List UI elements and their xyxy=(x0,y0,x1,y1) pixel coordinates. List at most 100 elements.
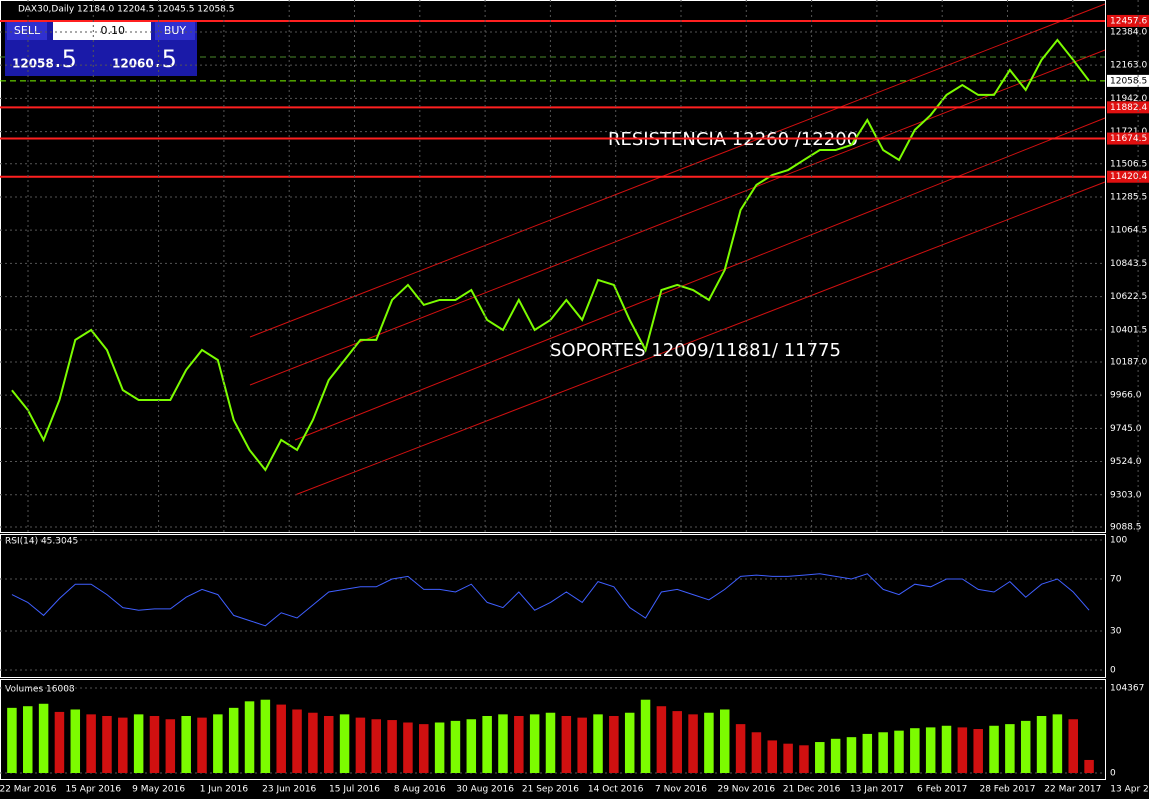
volume-bar xyxy=(799,745,809,773)
volume-title: Volumes 16008 xyxy=(5,685,75,695)
y-tick-label: 11942.0 xyxy=(1110,94,1147,104)
volume-bar xyxy=(624,712,635,773)
volume-bar xyxy=(925,727,936,773)
x-tick-label: 9 May 2016 xyxy=(132,785,185,795)
level-label: 11420.4 xyxy=(1110,172,1147,182)
buy-price: 12060 xyxy=(112,57,154,71)
volume-bar xyxy=(276,704,286,773)
rsi-panel xyxy=(0,534,1106,678)
volume-bar xyxy=(371,719,382,773)
y-tick-label: 0 xyxy=(1110,769,1116,779)
volume-bar xyxy=(545,712,556,773)
volume-bar xyxy=(957,727,968,773)
volume-bar xyxy=(419,724,429,773)
volume-bar xyxy=(656,706,667,773)
price-line xyxy=(11,38,1090,472)
sell-label[interactable]: SELL xyxy=(14,24,41,37)
volume-panel xyxy=(0,679,1106,780)
volume-bar xyxy=(244,701,255,773)
x-tick-label: 14 Oct 2016 xyxy=(588,785,644,795)
volume-bar xyxy=(133,714,144,773)
volume-bar xyxy=(498,714,508,773)
volume-bar xyxy=(1036,715,1047,773)
volume-bar xyxy=(910,728,920,773)
volume-bar xyxy=(878,732,888,773)
current-price-label: 12058.5 xyxy=(1110,76,1147,86)
y-tick-label: 11064.5 xyxy=(1110,226,1147,236)
sell-button[interactable] xyxy=(7,22,47,40)
y-tick-label: 9088.5 xyxy=(1110,522,1142,532)
x-tick-label: 28 Feb 2017 xyxy=(979,785,1035,795)
volume-bar xyxy=(862,733,873,773)
volume-bar xyxy=(609,715,619,773)
volume-bar xyxy=(70,709,81,773)
volume-bar xyxy=(846,737,857,773)
volume-bar xyxy=(830,738,841,773)
volume-bar xyxy=(1020,720,1031,773)
annotation: SOPORTES 12009/11881/ 11775 xyxy=(550,340,841,361)
volume-bar xyxy=(751,732,762,773)
volume-bar xyxy=(529,714,540,773)
y-tick-label: 9966.0 xyxy=(1110,391,1142,401)
x-tick-label: 13 Apr 2017 xyxy=(1110,785,1149,795)
sell-price: 12058 xyxy=(12,57,54,71)
volume-bar xyxy=(38,703,49,773)
y-tick-label: 100 xyxy=(1110,536,1127,546)
volume-bar xyxy=(941,725,952,773)
volume-bar xyxy=(1084,759,1094,773)
y-tick-label: 10843.5 xyxy=(1110,259,1147,269)
y-tick-label: 30 xyxy=(1110,627,1122,637)
volume-bar xyxy=(323,715,334,773)
sell-price-frac: .5 xyxy=(54,45,77,73)
level-label: 11882.4 xyxy=(1110,103,1147,113)
lot-value[interactable]: 0.10 xyxy=(101,24,126,37)
y-tick-label: 12163.0 xyxy=(1110,61,1147,71)
buy-label[interactable]: BUY xyxy=(164,24,187,37)
x-tick-label: 29 Nov 2016 xyxy=(717,785,775,795)
trade-panel: SELL 0.10 BUY 12058 .5 12060 .5 xyxy=(5,20,197,76)
volume-bar xyxy=(672,711,682,773)
y-tick-label: 10401.5 xyxy=(1110,325,1147,335)
volume-bar xyxy=(1068,719,1078,773)
volume-bar xyxy=(593,714,603,773)
volume-bar xyxy=(767,740,778,773)
volume-bar xyxy=(387,720,397,773)
volume-bar xyxy=(783,743,793,773)
x-tick-label: 1 Jun 2016 xyxy=(200,785,249,795)
volume-bar xyxy=(434,722,445,773)
y-tick-label: 12384.0 xyxy=(1110,27,1147,37)
volume-bar xyxy=(561,715,572,773)
volume-bar xyxy=(118,717,128,773)
volume-bar xyxy=(403,722,413,773)
volume-bar xyxy=(86,714,96,773)
x-tick-label: 22 Mar 2016 xyxy=(0,785,57,795)
y-tick-label: 9524.0 xyxy=(1110,457,1142,467)
level-tag xyxy=(1107,170,1149,183)
volume-bar xyxy=(308,712,318,773)
volume-bar xyxy=(7,707,17,773)
volume-bar xyxy=(989,725,999,773)
x-tick-label: 6 Feb 2017 xyxy=(917,785,967,795)
x-tick-label: 23 Jun 2016 xyxy=(262,785,316,795)
volume-bar xyxy=(165,719,176,773)
y-tick-label: 9303.0 xyxy=(1110,490,1142,500)
x-tick-label: 7 Nov 2016 xyxy=(655,785,707,795)
buy-button[interactable] xyxy=(155,22,195,40)
y-tick-label: 11285.5 xyxy=(1110,192,1147,202)
y-tick-label: 10187.0 xyxy=(1110,357,1147,367)
buy-price-frac: .5 xyxy=(154,45,177,73)
volume-bar xyxy=(181,715,191,773)
y-tick-label: 11721.0 xyxy=(1110,127,1147,137)
level-label: 11674.5 xyxy=(1110,134,1147,144)
y-tick-label: 11506.5 xyxy=(1110,159,1147,169)
volume-bar xyxy=(197,717,207,773)
volume-bar xyxy=(292,709,302,773)
volume-bar xyxy=(102,715,112,773)
lot-input[interactable] xyxy=(53,22,151,40)
volume-bar xyxy=(482,715,492,773)
rsi-title: RSI(14) 45.3045 xyxy=(5,537,78,547)
volume-bar xyxy=(54,711,65,773)
x-tick-label: 8 Aug 2016 xyxy=(394,785,446,795)
